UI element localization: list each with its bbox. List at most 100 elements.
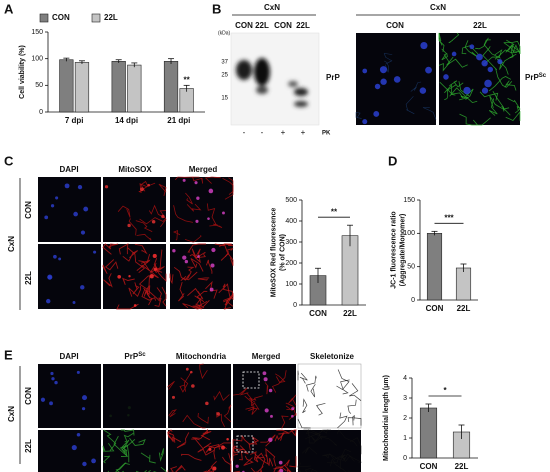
cell [76, 432, 81, 437]
filament [192, 301, 208, 310]
y-tick-label: 4 [403, 375, 407, 382]
filament [121, 439, 136, 457]
cell [380, 78, 387, 85]
filament [205, 280, 218, 299]
filament [222, 283, 234, 297]
x-tick-label: 21 dpi [167, 116, 190, 125]
filament [255, 469, 263, 472]
filament [204, 176, 221, 184]
filament [499, 53, 517, 70]
cell [207, 217, 210, 220]
y-tick-label: 150 [403, 197, 415, 204]
cell [443, 74, 449, 80]
cell [153, 267, 157, 271]
cell [362, 119, 368, 125]
filament [132, 282, 140, 295]
column-label: Merged [189, 165, 218, 174]
filament [190, 258, 204, 272]
filament [104, 259, 119, 271]
cell [51, 377, 55, 381]
cell [76, 370, 80, 374]
y-axis-label: (% of CON) [279, 234, 286, 271]
filament [384, 60, 389, 73]
cell [184, 259, 189, 264]
row-group: CxN [7, 236, 16, 252]
column-label: DAPI [59, 165, 78, 174]
micrograph [438, 32, 521, 126]
filament [422, 107, 437, 120]
cell [270, 414, 273, 418]
cell [71, 444, 77, 451]
micrograph [297, 428, 363, 472]
filament [167, 380, 175, 390]
filament [310, 435, 323, 443]
cell [40, 397, 46, 402]
lane-label: 22L [255, 21, 269, 30]
pk-label: PK [322, 131, 331, 137]
filament [248, 436, 259, 451]
filament [206, 203, 217, 226]
cell [185, 367, 189, 371]
cell [379, 66, 387, 74]
filament [158, 448, 165, 462]
filament [305, 428, 321, 437]
filament [191, 438, 215, 456]
cell [196, 196, 200, 200]
lane-label: CON [235, 21, 253, 30]
cell [182, 178, 186, 182]
filament [224, 252, 234, 266]
filament [264, 382, 269, 395]
filament [135, 220, 153, 232]
filament [504, 40, 521, 54]
cell [151, 220, 156, 224]
micrograph [38, 364, 101, 428]
filament [123, 432, 134, 443]
filament [108, 243, 119, 249]
pk-sign: - [243, 128, 246, 137]
x-tick-label: 22L [457, 304, 471, 313]
bar [426, 233, 443, 301]
column-label: Merged [252, 352, 281, 361]
protein: PrP [525, 73, 539, 82]
filament [197, 277, 210, 281]
filament [209, 223, 223, 228]
filament [192, 428, 209, 441]
filament [502, 106, 510, 112]
filament [187, 266, 195, 280]
column-label: PrPSc [124, 352, 146, 362]
bar [59, 59, 74, 113]
blot-bands [236, 58, 308, 107]
filament [464, 40, 478, 57]
filament [122, 250, 138, 262]
cell [182, 255, 187, 260]
filament [218, 243, 232, 253]
micrograph [38, 177, 101, 242]
filament [271, 370, 287, 393]
filament [144, 274, 150, 295]
cell [83, 206, 89, 212]
image-bg [298, 430, 361, 472]
filament [289, 429, 297, 437]
filament [141, 288, 157, 301]
row-label: 22L [24, 271, 33, 285]
filament [173, 266, 190, 281]
cell [279, 468, 284, 472]
filament [169, 273, 174, 285]
filament [475, 37, 489, 50]
filament [194, 248, 201, 264]
filament [240, 435, 258, 445]
cell [127, 223, 131, 228]
filament [303, 429, 323, 440]
cell [55, 196, 59, 200]
y-tick-label: 150 [31, 29, 43, 36]
y-axis-label: (Aggregate/Monomer) [399, 214, 406, 287]
cell [463, 86, 471, 95]
filament [410, 81, 422, 92]
cell [147, 183, 151, 187]
micrograph [103, 177, 167, 242]
y-tick-label: 0 [39, 109, 43, 116]
filament [324, 453, 344, 460]
filament [224, 177, 234, 200]
cell [264, 408, 269, 413]
filament [213, 390, 230, 401]
